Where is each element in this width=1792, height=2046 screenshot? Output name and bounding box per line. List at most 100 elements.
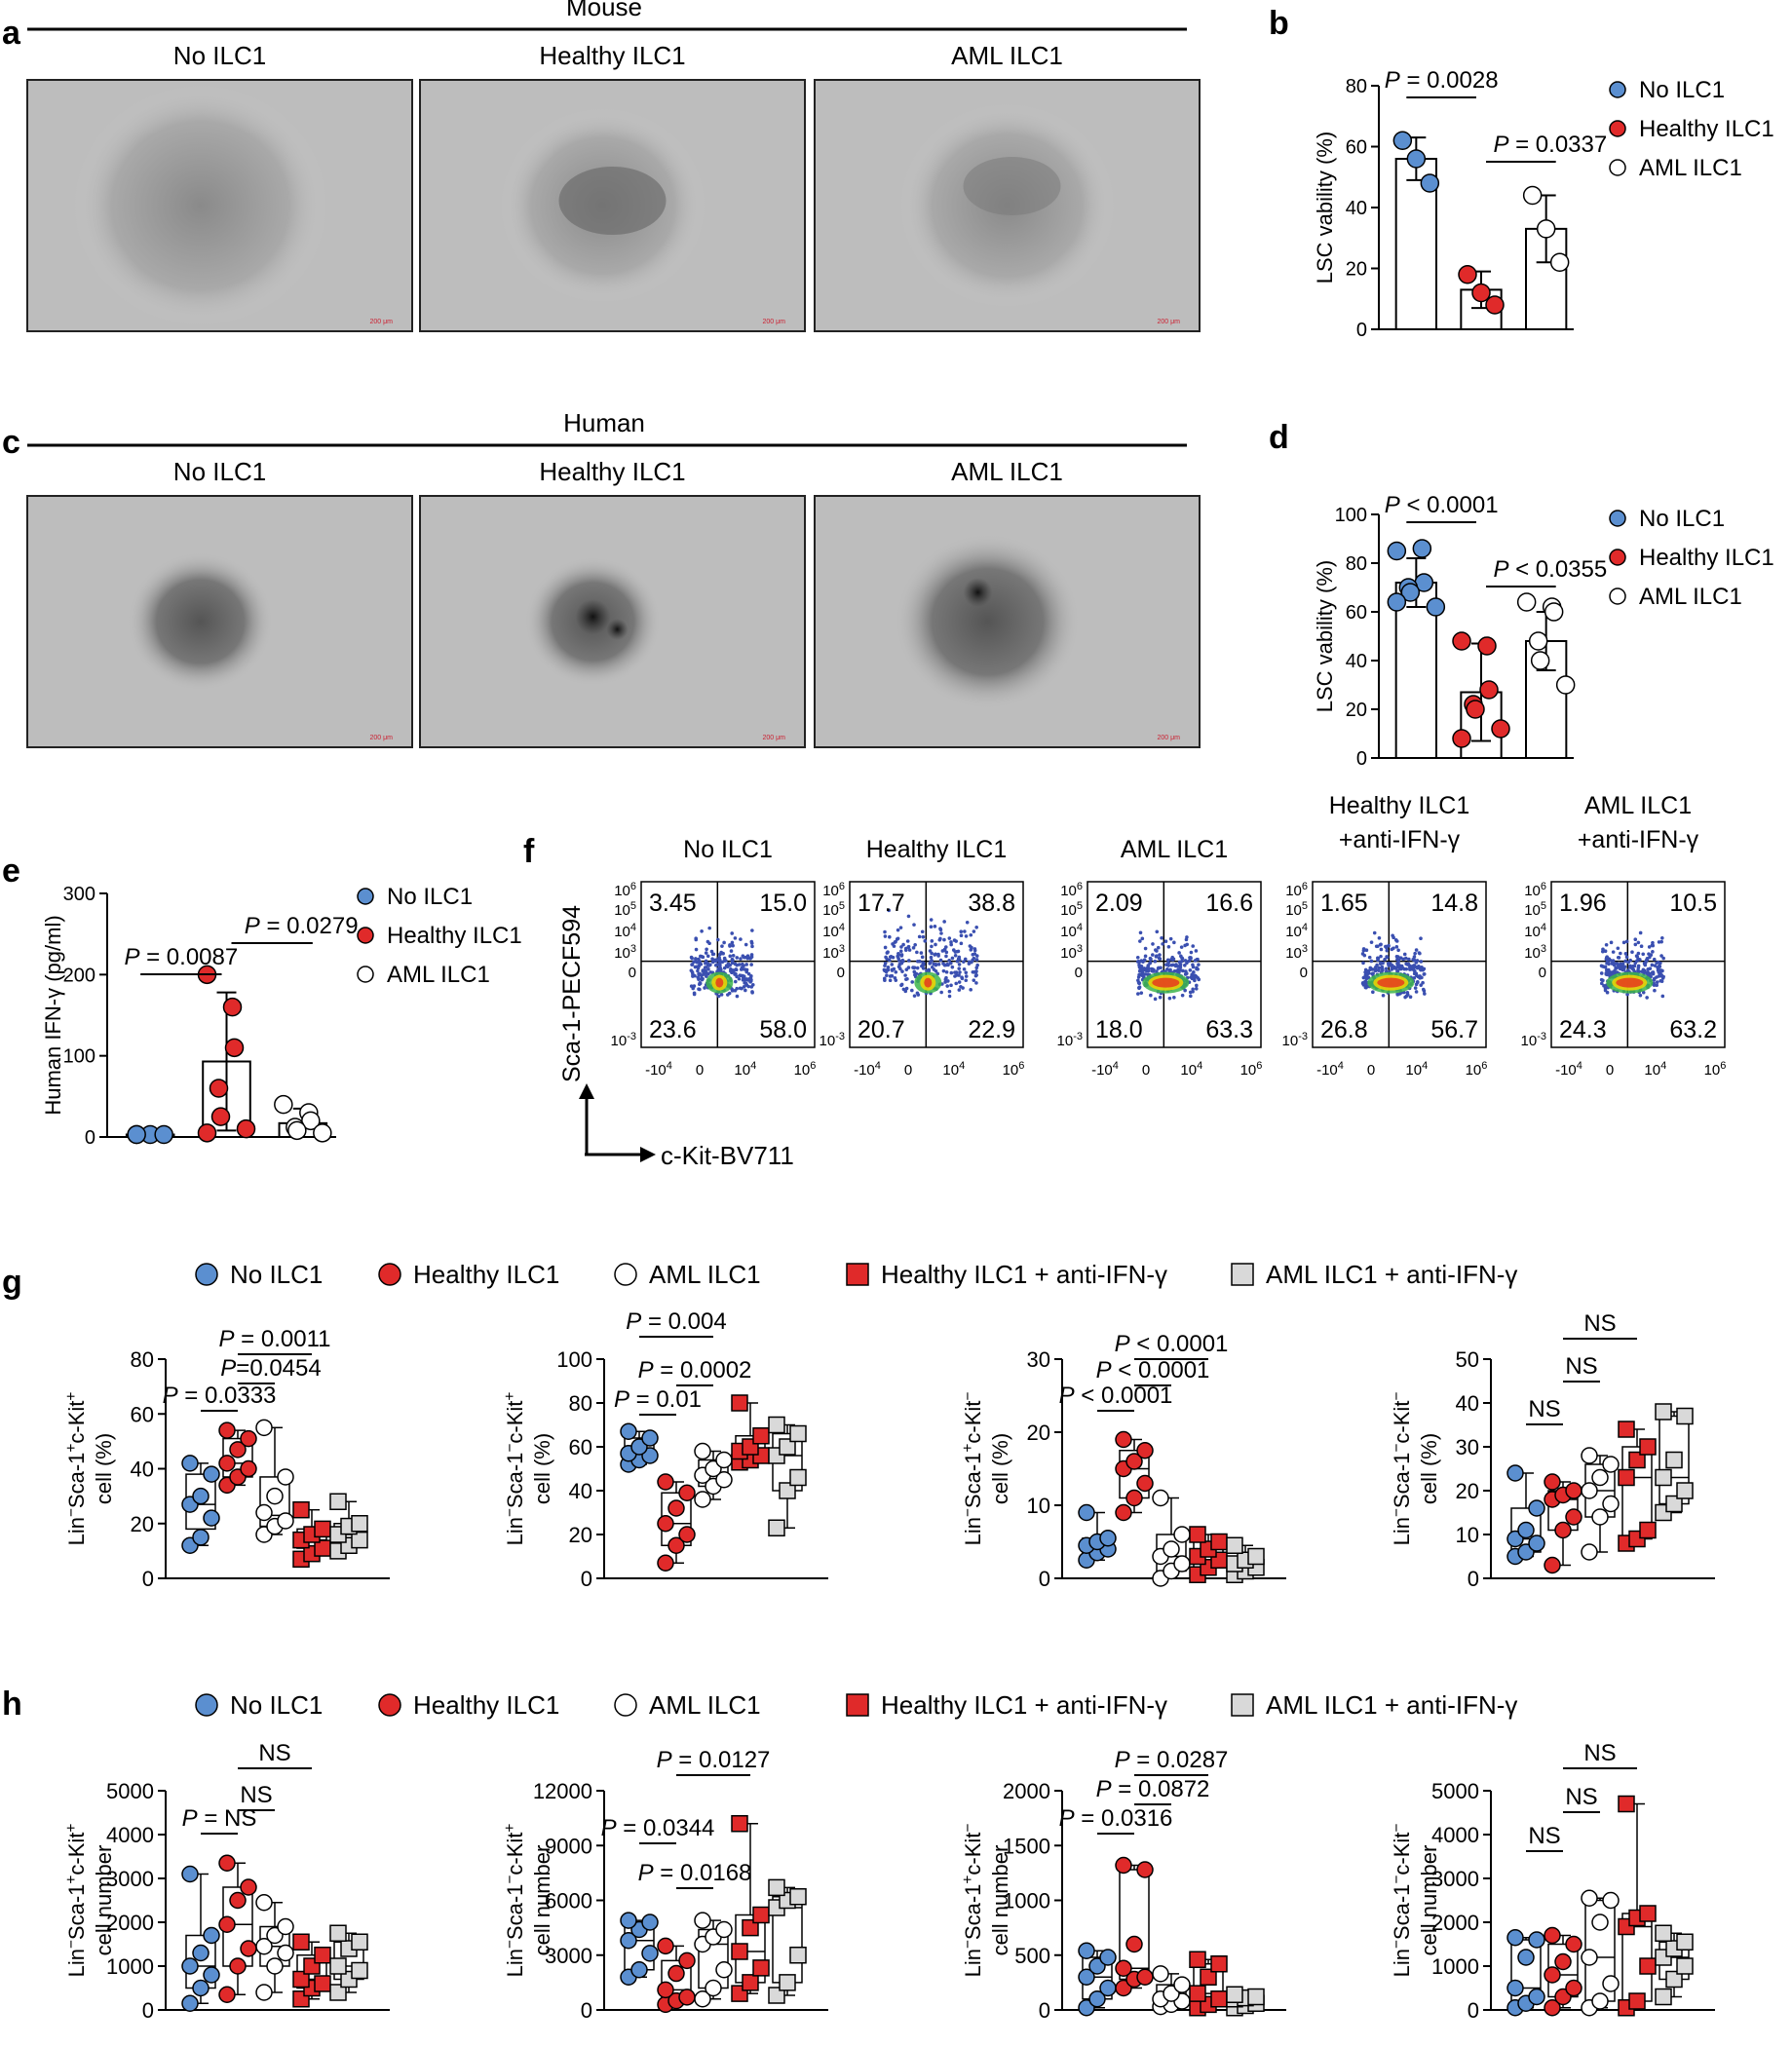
data-point [768, 1519, 785, 1536]
data-point [1536, 219, 1556, 239]
event-dot [1659, 973, 1664, 977]
event-dot [955, 973, 959, 977]
event-dot [1599, 971, 1604, 975]
y-tick-label: 12000 [533, 1779, 592, 1803]
data-point [1639, 1905, 1657, 1922]
event-dot [941, 968, 946, 973]
data-point [192, 1529, 210, 1546]
event-dot [730, 940, 735, 945]
event-dot [1184, 937, 1189, 942]
y-axis-label-line2: cell number [988, 1845, 1012, 1956]
event-dot [1417, 951, 1422, 955]
data-point [789, 1424, 807, 1443]
event-dot [1640, 969, 1644, 974]
y-tick-label: 4000 [106, 1823, 154, 1847]
event-dot [1136, 992, 1140, 996]
data-point [314, 1975, 331, 1992]
data-point [255, 1503, 273, 1522]
legend-label: No ILC1 [1639, 77, 1725, 103]
event-dot [930, 965, 934, 969]
event-dot [750, 928, 754, 932]
event-dot [1615, 970, 1620, 974]
data-point [209, 1079, 229, 1098]
data-point [329, 1493, 347, 1510]
event-dot [1601, 978, 1605, 983]
event-dot [1378, 962, 1383, 966]
event-dot [974, 958, 979, 962]
event-dot [942, 937, 946, 942]
data-point [715, 1920, 733, 1939]
event-dot [1627, 966, 1632, 969]
legend: No ILC1 Healthy ILC1 AML ILC1 [357, 884, 522, 988]
quadrant-value: 63.2 [1669, 1016, 1717, 1043]
event-dot [722, 956, 727, 961]
data-point [657, 1515, 674, 1533]
event-dot [733, 936, 738, 940]
x-tick-label: 0 [904, 1062, 912, 1079]
data-point [127, 1124, 146, 1145]
data-point [181, 1455, 199, 1472]
event-dot [710, 952, 715, 957]
data-point [1565, 1935, 1582, 1953]
legend-label: AML ILC1 + anti-IFN-γ [1266, 1260, 1517, 1289]
y-tick-label: 10-3 [1057, 1031, 1083, 1049]
event-dot [1384, 966, 1389, 971]
event-dot [696, 968, 700, 973]
data-point [1618, 1468, 1635, 1487]
axis-label: Lin−Sca-1−c-Kit+ [502, 1392, 528, 1546]
event-dot [1412, 958, 1417, 963]
x-tick-label: 104 [734, 1060, 756, 1079]
event-dot [704, 961, 707, 966]
y-tick-label: 80 [131, 1347, 154, 1372]
quadrant-value: 1.96 [1559, 890, 1607, 917]
data-point [1189, 1985, 1206, 2002]
y-tick-label: 5000 [1431, 1779, 1479, 1803]
data-point [1609, 120, 1626, 137]
data-point [789, 1468, 807, 1487]
data-point [1210, 1955, 1228, 1973]
event-dot [1194, 987, 1199, 991]
event-dot [919, 951, 924, 955]
event-dot [717, 958, 722, 962]
event-dot [939, 990, 943, 995]
quadrant-value: 23.6 [649, 1016, 697, 1043]
p-value-label: P = 0.0028 [1385, 67, 1499, 94]
event-dot [896, 952, 900, 956]
event-dot [969, 948, 973, 952]
x-arrow-head [640, 1147, 656, 1162]
event-dot [1604, 970, 1609, 975]
y-tick-label: 0 [85, 1127, 95, 1149]
y-tick-label: 104 [614, 922, 636, 940]
p-value-label: NS [240, 1782, 272, 1808]
data-point [378, 1693, 401, 1717]
event-dot [1155, 954, 1159, 958]
data-point [1618, 1421, 1635, 1438]
event-dot [1372, 930, 1377, 935]
data-point [1078, 1503, 1095, 1522]
flow-title: Healthy ILC1 [1329, 792, 1470, 819]
event-dot [1624, 939, 1629, 944]
y-tick-label: 0 [1356, 748, 1367, 770]
event-dot [1619, 966, 1622, 970]
event-dot [972, 948, 977, 953]
event-dot [1376, 967, 1381, 972]
event-dot [1144, 972, 1148, 976]
event-dot [894, 939, 897, 944]
scale-bar-label: 200 μm [1158, 319, 1181, 325]
event-dot [1194, 949, 1199, 953]
data-point [1163, 1540, 1180, 1558]
axis-label: Lin−Sca-1+c-Kit+ [63, 1392, 90, 1546]
quadrant-value: 3.45 [649, 890, 697, 917]
event-dot [957, 980, 962, 984]
x-tick-label: 106 [1003, 1060, 1025, 1079]
y-tick-label: 0 [581, 1998, 592, 2023]
event-dot [697, 957, 701, 962]
event-dot [1165, 958, 1170, 963]
data-point [351, 1961, 368, 1980]
data-point [694, 1912, 711, 1929]
legend: No ILC1 Healthy ILC1 AML ILC1 [1609, 77, 1774, 181]
event-dot [1361, 948, 1366, 953]
